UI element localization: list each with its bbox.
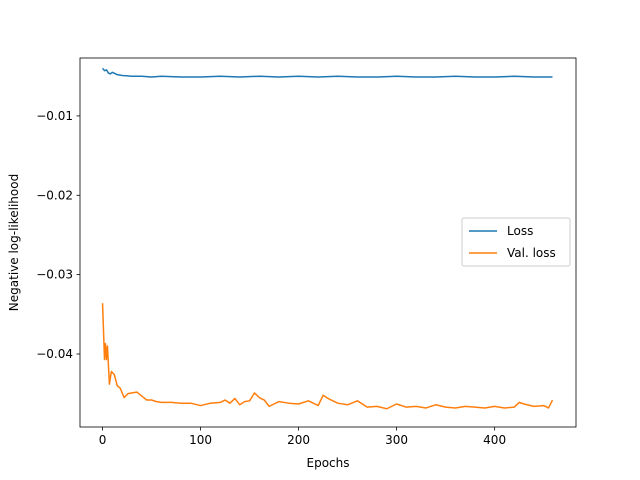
- y-tick-label: −0.03: [36, 268, 73, 282]
- y-tick-label: −0.04: [36, 347, 73, 361]
- x-tick-label: 200: [287, 433, 310, 447]
- series-layer: [101, 67, 554, 410]
- x-tick-label: 0: [99, 433, 107, 447]
- axes-frame: [79, 57, 577, 428]
- legend-label: Loss: [507, 224, 533, 238]
- y-tick-label: −0.02: [36, 188, 73, 202]
- x-tick-label: 100: [189, 433, 212, 447]
- y-axis-label: Negative log-likelihood: [7, 174, 21, 311]
- x-axis-label: Epochs: [307, 456, 350, 470]
- axes-layer: 0 100 200 300 400 −0.01 −0.02 −0.03 −0.04: [36, 57, 577, 447]
- series-line-loss: [101, 67, 553, 78]
- legend: Loss Val. loss: [461, 217, 571, 267]
- x-tick-label: 300: [385, 433, 408, 447]
- y-tick-label: −0.01: [36, 109, 73, 123]
- x-tick-label: 400: [483, 433, 506, 447]
- legend-box: [461, 217, 571, 267]
- series-line-val-loss: [101, 303, 554, 410]
- legend-label: Val. loss: [507, 246, 556, 260]
